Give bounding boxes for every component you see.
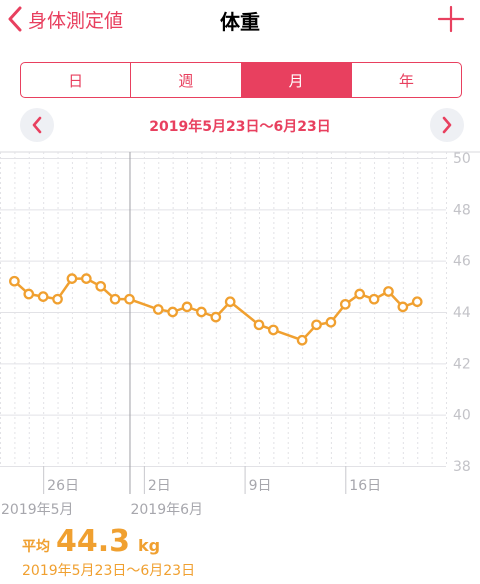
- data-point: [268, 324, 279, 336]
- data-point: [95, 280, 107, 292]
- average-date-range: 2019年5月23日〜6月23日: [22, 563, 196, 579]
- chevron-left-icon: [32, 116, 42, 134]
- data-point: [311, 319, 322, 331]
- data-point: [196, 306, 207, 318]
- data-point: [167, 306, 178, 318]
- data-point: [354, 288, 366, 300]
- data-point: [325, 316, 337, 328]
- segment-year[interactable]: 年: [398, 71, 414, 90]
- plus-icon: [437, 5, 465, 33]
- y-tick-label: 48: [453, 202, 471, 218]
- data-point: [152, 304, 164, 315]
- month-label: 2019年6月: [130, 502, 203, 518]
- x-tick-label: 26日: [47, 478, 79, 494]
- back-button[interactable]: 身体測定値: [8, 4, 123, 34]
- chevron-right-icon: [442, 116, 452, 134]
- date-range-label: 2019年5月23日〜6月23日: [149, 119, 331, 135]
- y-tick-label: 40: [453, 408, 471, 424]
- segment-week[interactable]: 週: [131, 63, 242, 97]
- data-point: [66, 273, 78, 284]
- data-point: [411, 296, 423, 308]
- data-point: [80, 273, 92, 284]
- average-label: 平均: [22, 539, 50, 555]
- next-range-button[interactable]: [430, 108, 464, 142]
- add-button[interactable]: [436, 4, 466, 34]
- data-point: [109, 293, 121, 305]
- data-point: [224, 296, 236, 308]
- average-value: 44.3: [56, 524, 131, 559]
- data-point: [124, 293, 135, 305]
- back-label: 身体測定値: [28, 9, 124, 32]
- data-point: [339, 298, 351, 310]
- previous-range-button[interactable]: [20, 108, 54, 142]
- x-tick-label: 16日: [349, 478, 381, 494]
- y-tick-label: 38: [453, 459, 471, 475]
- data-point: [296, 334, 308, 346]
- data-point: [9, 275, 20, 287]
- y-tick-label: 46: [453, 254, 471, 270]
- data-point: [368, 293, 380, 305]
- data-point: [210, 311, 222, 323]
- data-point: [383, 286, 394, 297]
- date-range-row: 2019年5月23日〜6月23日: [0, 108, 480, 144]
- average-unit: kg: [138, 536, 161, 555]
- data-point: [397, 301, 409, 313]
- y-tick-label: 42: [453, 356, 471, 372]
- data-point: [23, 288, 35, 300]
- segment-day[interactable]: 日: [21, 63, 132, 97]
- weight-line-chart[interactable]: 38 40 42 44 46 48 50 26日 2日 9日 16日 2019年5月 2019年6月: [0, 146, 480, 522]
- navigation-bar: 身体測定値 体重: [0, 0, 480, 40]
- x-tick-label: 9日: [249, 478, 272, 494]
- data-point: [52, 293, 63, 305]
- average-summary: 平均 44.3 kg: [22, 524, 160, 559]
- data-point: [181, 301, 193, 313]
- chevron-left-icon: [8, 6, 22, 32]
- y-tick-label: 50: [453, 151, 471, 167]
- segment-month[interactable]: 月: [241, 63, 352, 97]
- y-tick-label: 44: [453, 305, 471, 321]
- data-point: [253, 319, 265, 331]
- period-segmented-control: 日 週 月 年: [20, 62, 462, 98]
- data-point: [37, 291, 49, 302]
- month-label: 2019年5月: [1, 502, 74, 518]
- x-tick-label: 2日: [148, 478, 171, 494]
